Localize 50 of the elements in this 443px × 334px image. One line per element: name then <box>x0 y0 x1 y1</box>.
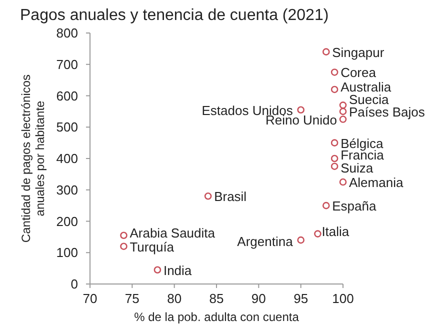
chart-title: Pagos anuales y tenencia de cuenta (2021) <box>20 7 329 24</box>
series-label: Bélgica <box>340 136 384 151</box>
series-label: Singapur <box>332 44 385 60</box>
point <box>297 236 304 244</box>
series-label: Australia <box>340 79 392 94</box>
x-tick-label: 70 <box>82 291 98 306</box>
point <box>322 48 330 56</box>
point <box>154 266 162 274</box>
point <box>322 202 330 210</box>
point <box>120 242 128 250</box>
point <box>330 139 338 146</box>
point <box>204 192 212 200</box>
point <box>314 230 322 238</box>
series-label: Corea <box>340 65 377 80</box>
series-label: Italia <box>322 224 350 239</box>
x-tick-label: 95 <box>294 291 308 306</box>
point <box>339 116 347 123</box>
series-label: Argentina <box>237 234 294 250</box>
point <box>339 178 347 186</box>
point <box>297 106 304 114</box>
y-tick-label: 0 <box>70 276 78 292</box>
x-tick-label: 85 <box>209 291 224 306</box>
x-tick-label: 80 <box>167 291 182 306</box>
y-tick-label: 300 <box>56 182 78 198</box>
x-tick-label: 75 <box>124 291 140 306</box>
y-tick-label: 200 <box>56 214 78 229</box>
y-tick-label: 400 <box>56 151 78 166</box>
x-tick-label: 100 <box>332 291 354 306</box>
x-axis-title: % de la pob. adulta con cuenta <box>134 310 300 324</box>
y-tick-label: 100 <box>56 245 78 260</box>
point <box>330 154 338 162</box>
series-label: Brasil <box>214 189 247 204</box>
series-label: Suiza <box>340 160 374 176</box>
y-tick-label: 500 <box>56 120 78 135</box>
series-label: Arabia Saudita <box>130 225 216 240</box>
y-tick-label: 700 <box>56 56 78 72</box>
point <box>339 108 347 116</box>
series-label: India <box>163 262 192 278</box>
point <box>330 162 338 170</box>
x-tick-label: 90 <box>251 291 266 306</box>
point <box>330 68 338 76</box>
point <box>339 102 347 109</box>
point <box>120 232 128 240</box>
point <box>330 86 338 94</box>
y-tick-label: 800 <box>56 26 78 40</box>
y-tick-label: 600 <box>56 88 78 104</box>
series-label: Alemania <box>349 175 404 190</box>
y-axis-title: Cantidad de pagos electrónicos anuales por habitante <box>19 74 47 243</box>
series-label: España <box>332 198 377 214</box>
series-label: Turquía <box>130 239 175 254</box>
